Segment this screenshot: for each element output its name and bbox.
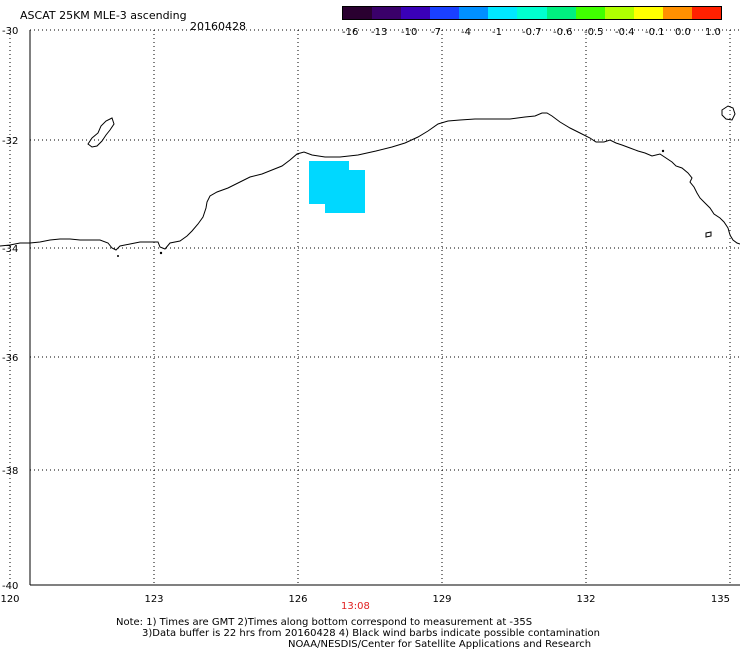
island-small-right — [705, 231, 712, 238]
note-line-2: 3)Data buffer is 22 hrs from 20160428 4)… — [142, 628, 600, 639]
latitude-label: -32 — [2, 136, 18, 147]
latitude-label: -30 — [2, 26, 18, 37]
island-right — [721, 105, 736, 121]
longitude-label: 135 — [711, 594, 730, 605]
longitude-label: 126 — [288, 594, 307, 605]
color-scale-segment — [459, 7, 489, 19]
color-scale-label: -10 — [401, 27, 418, 38]
latitude-label: -36 — [2, 353, 18, 364]
data-cell — [325, 170, 365, 213]
color-scale-segment — [546, 7, 576, 19]
latitude-label: -40 — [2, 581, 18, 592]
color-scale-label: -7 — [431, 27, 441, 38]
color-scale-label: -0.1 — [645, 27, 665, 38]
island-left — [87, 117, 115, 148]
island-dot-2 — [159, 251, 163, 255]
longitude-label: 120 — [0, 594, 19, 605]
color-scale-label: -0.5 — [584, 27, 604, 38]
latitude-label: -38 — [2, 466, 18, 477]
color-scale-label: -13 — [371, 27, 388, 38]
color-scale-label: -1 — [492, 27, 502, 38]
latitude-label: -34 — [2, 244, 18, 255]
measurement-time: 13:08 — [341, 601, 370, 612]
island-dot-1 — [117, 255, 119, 257]
note-line-3: NOAA/NESDIS/Center for Satellite Applica… — [288, 639, 592, 650]
color-scale-segment — [430, 7, 460, 19]
island-dot-3 — [661, 149, 665, 153]
color-scale-segment — [691, 7, 722, 19]
plot-date: 20160428 — [190, 20, 246, 33]
map-frame — [29, 30, 740, 586]
color-scale-label: -0.6 — [553, 27, 573, 38]
color-scale-label: -0.7 — [522, 27, 542, 38]
longitude-label: 123 — [144, 594, 163, 605]
color-scale-label: 1.0 — [705, 27, 721, 38]
coastline — [0, 112, 740, 251]
color-scale-label: -0.4 — [615, 27, 635, 38]
color-scale-segment — [662, 7, 692, 19]
note-line-1: Note: 1) Times are GMT 2)Times along bot… — [116, 617, 533, 628]
color-scale-label: 0.0 — [675, 27, 691, 38]
color-scale-segment — [575, 7, 605, 19]
color-scale-segment — [633, 7, 663, 19]
color-scale-label: -4 — [461, 27, 471, 38]
color-scale-label: -16 — [342, 27, 359, 38]
wind-data-swath — [309, 161, 365, 213]
color-scale-segment — [517, 7, 547, 19]
longitude-label: 132 — [576, 594, 595, 605]
color-scale-segment — [343, 7, 373, 19]
color-scale-segment — [401, 7, 431, 19]
color-scale-segment — [488, 7, 518, 19]
lat-lon-grid — [9, 29, 740, 586]
longitude-label: 129 — [432, 594, 451, 605]
color-scale-bar — [342, 6, 722, 20]
plot-title: ASCAT 25KM MLE-3 ascending — [20, 9, 187, 22]
color-scale-segment — [372, 7, 402, 19]
color-scale-segment — [604, 7, 634, 19]
